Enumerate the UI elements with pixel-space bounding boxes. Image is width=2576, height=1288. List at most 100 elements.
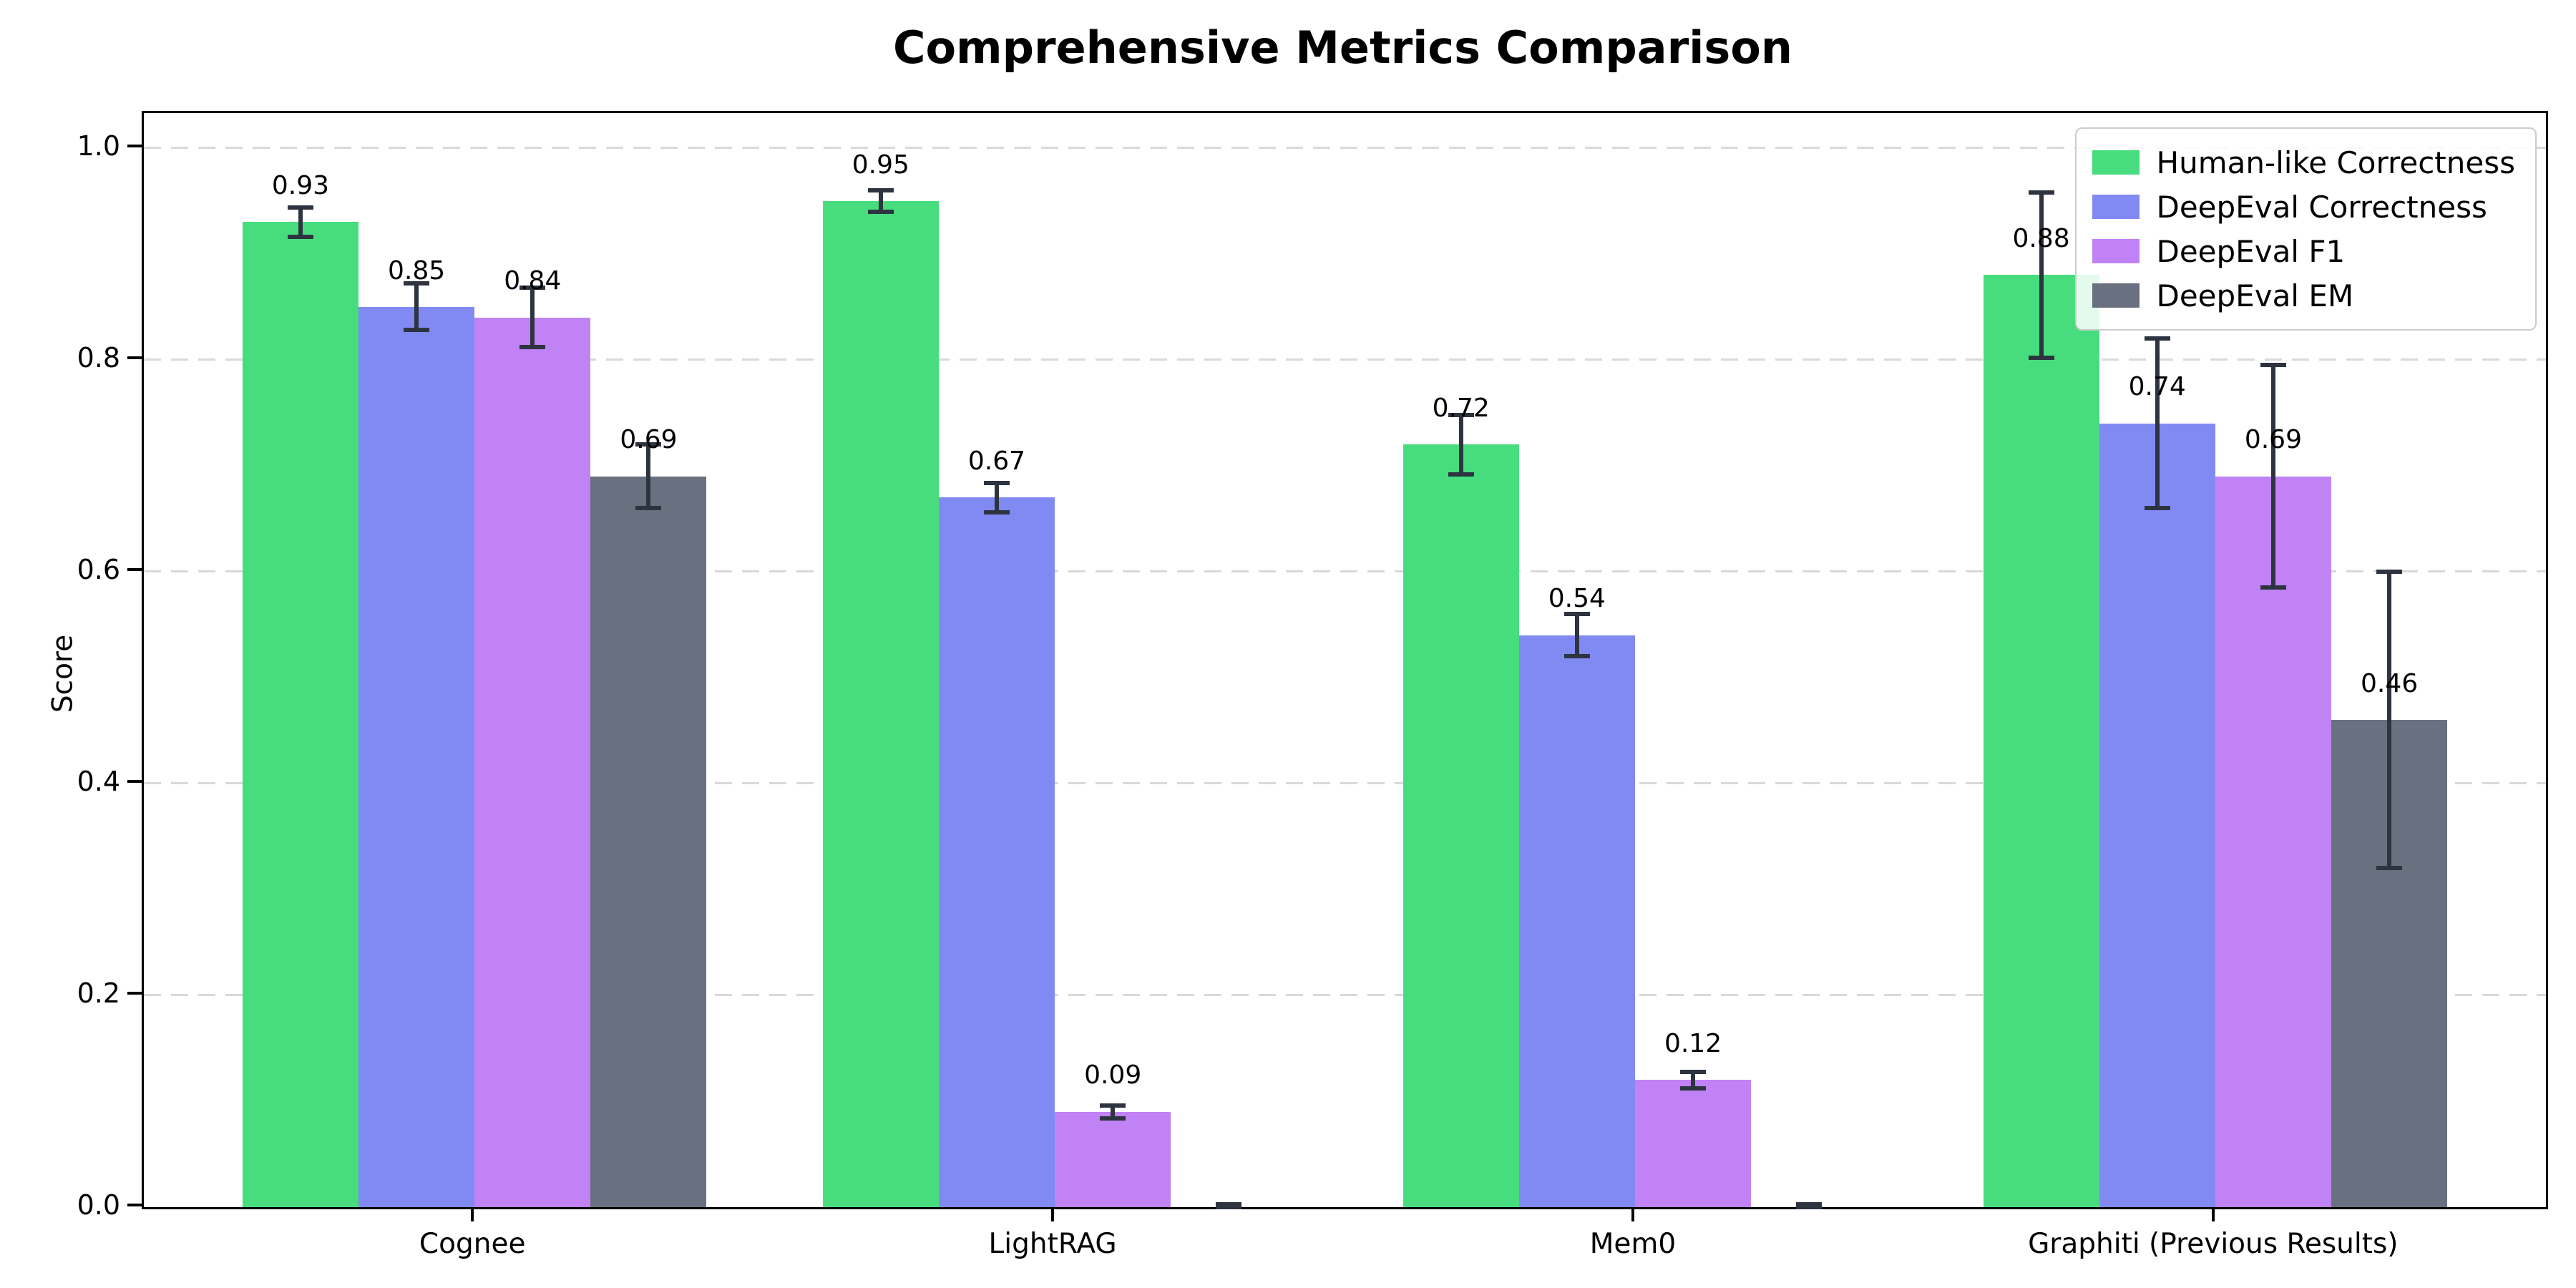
error-bar-cap [519,345,546,350]
y-tick-label: 0.6 [77,553,120,585]
error-bar [414,283,419,331]
bar-value-label: 0.85 [388,255,446,286]
error-bar-cap [635,442,662,447]
error-bar-cap [1680,1069,1707,1074]
y-tick-label: 0.4 [77,765,120,797]
bar [242,222,358,1207]
legend-label: DeepEval Correctness [2156,189,2487,225]
error-bar-cap [1563,612,1590,617]
error-bar [994,482,999,512]
error-bar [1458,414,1463,474]
error-bar-cap [2144,336,2170,341]
error-bar-cap [2028,190,2054,195]
bar-value-label: 0.69 [2244,425,2302,455]
y-tick-label: 1.0 [77,130,120,162]
legend-swatch [2092,283,2140,308]
bar [938,497,1055,1207]
y-tick-label: 0.8 [77,341,120,374]
error-bar [530,288,535,348]
error-bar [1111,1105,1116,1118]
legend-label: Human-like Correctness [2156,145,2516,180]
error-bar [1691,1071,1696,1089]
bar-value-label: 0.84 [504,266,562,296]
error-bar [2387,571,2392,869]
error-bar-cap [1100,1103,1126,1108]
x-tick-label: Graphiti (Previous Results) [2028,1228,2399,1260]
y-tick-label: 0.2 [77,977,120,1009]
bar-value-label: 0.12 [1664,1029,1722,1059]
bar-value-label: 0.46 [2360,668,2419,698]
error-bar [298,207,303,238]
error-bar-cap [287,235,313,240]
y-tick-mark [127,991,142,995]
y-tick-mark [127,567,142,571]
legend-label: DeepEval F1 [2156,233,2346,269]
error-bar [1574,614,1579,657]
bar [1518,635,1635,1207]
error-bar-cap [1796,1201,1823,1206]
legend-label: DeepEval EM [2156,278,2354,313]
bar [2099,423,2215,1207]
chart-title: Comprehensive Metrics Comparison [892,21,1793,74]
error-bar-cap [2376,569,2403,574]
bar-value-label: 0.72 [1432,393,1490,423]
x-tick-mark [471,1207,474,1221]
error-bar [646,444,651,509]
bar [822,200,939,1207]
gridline [144,782,2546,785]
error-bar-cap [983,510,1010,515]
bar [1983,275,2099,1207]
legend-item: Human-like Correctness [2092,140,2516,185]
error-bar [2155,338,2160,509]
legend: Human-like Correctness DeepEval Correctne… [2074,127,2537,331]
bar-value-label: 0.67 [967,446,1026,476]
x-tick-label: Cognee [419,1228,526,1260]
x-tick-mark [2211,1207,2215,1221]
error-bar-cap [2260,585,2286,590]
error-bar-cap [1563,654,1590,659]
legend-item: DeepEval F1 [2092,229,2516,273]
bar [474,317,591,1207]
error-bar-cap [2260,363,2286,368]
error-bar [2039,192,2044,358]
error-bar-cap [1796,1205,1823,1209]
bar-value-label: 0.88 [2012,224,2070,254]
x-tick-mark [1051,1207,1055,1221]
legend-swatch [2092,239,2140,263]
error-bar-cap [1448,412,1474,417]
bar [358,306,475,1207]
error-bar [878,190,883,212]
bar-value-label: 0.95 [852,150,909,180]
bar-value-label: 0.09 [1084,1060,1142,1091]
y-axis-label: Score [47,634,79,713]
error-bar-cap [404,281,430,286]
y-tick-mark [127,779,142,783]
legend-swatch [2092,195,2140,219]
error-bar-cap [635,506,662,511]
x-tick-label: Mem0 [1589,1228,1677,1260]
legend-item: DeepEval Correctness [2092,185,2516,229]
error-bar-cap [2028,355,2054,360]
bar [2215,476,2331,1207]
error-bar-cap [1448,472,1474,477]
error-bar-cap [867,188,894,193]
error-bar-cap [2144,506,2170,511]
x-tick-mark [1631,1207,1634,1221]
error-bar-cap [1100,1116,1126,1121]
legend-swatch [2092,150,2140,175]
error-bar-cap [2376,866,2403,871]
bar [1635,1080,1752,1207]
error-bar [2270,365,2275,588]
gridline [144,994,2546,997]
legend-item: DeepEval EM [2092,273,2516,318]
y-tick-mark [127,1204,142,1206]
bar [1402,444,1519,1207]
gridline [144,358,2546,361]
error-bar-cap [519,286,546,291]
error-bar-cap [404,328,430,333]
bar-value-label: 0.54 [1548,584,1606,614]
error-bar-cap [983,480,1010,485]
gridline [144,147,2546,150]
y-tick-label: 0.0 [77,1189,120,1221]
